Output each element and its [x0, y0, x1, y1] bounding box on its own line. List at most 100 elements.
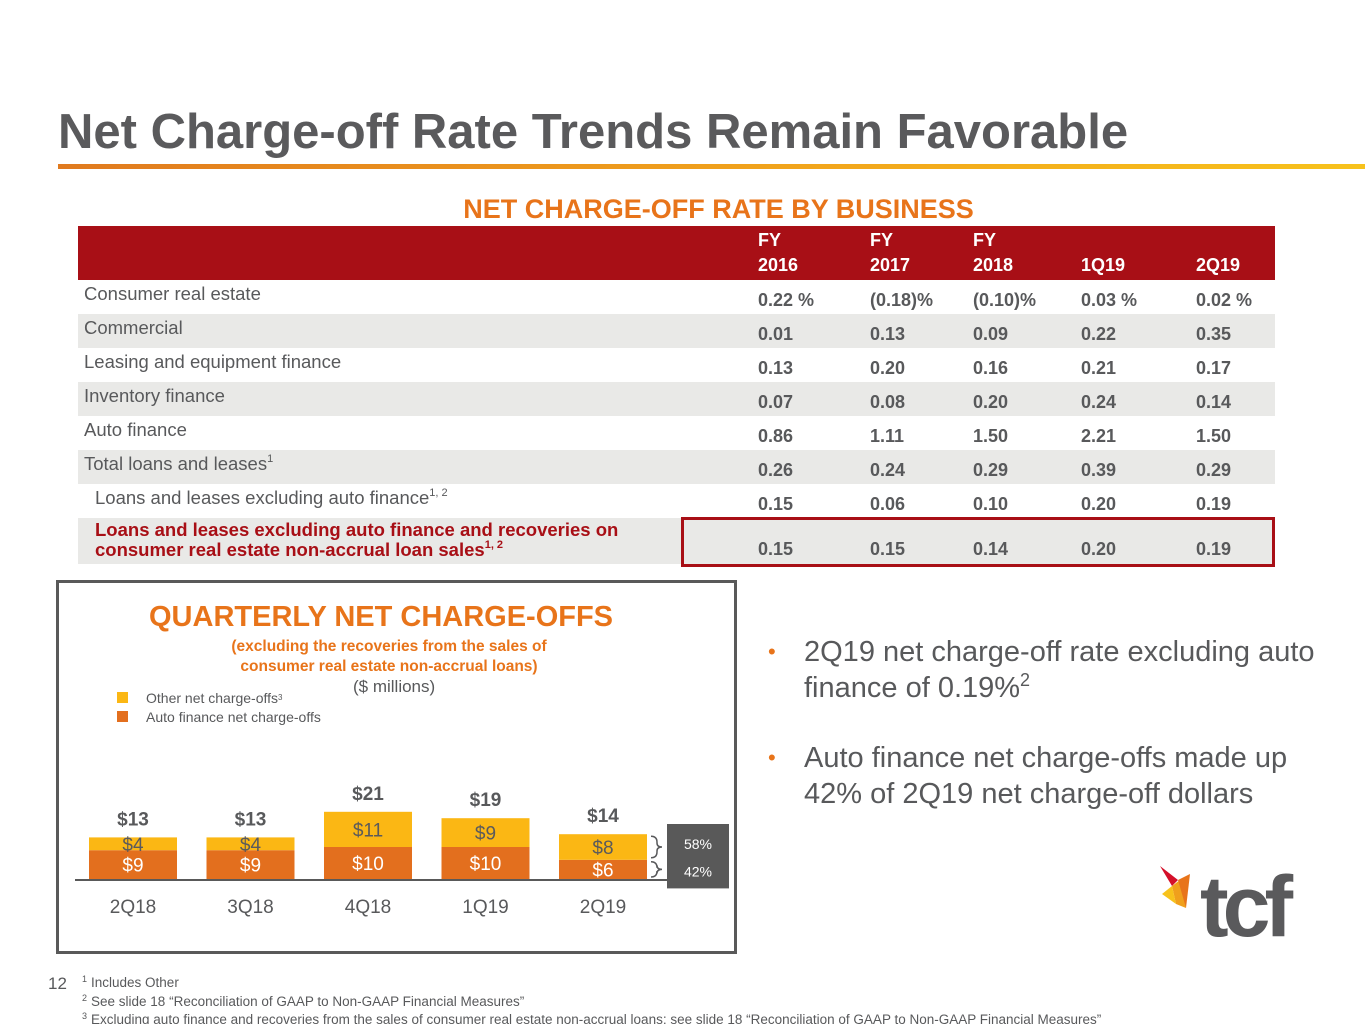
header-col-fy2018: FY 2018 — [973, 226, 1081, 280]
chart-title: QUARTERLY NET CHARGE-OFFS — [149, 601, 614, 633]
data-label-auto: $10 — [352, 854, 384, 875]
data-label-other: $4 — [122, 835, 144, 856]
data-label-other: $9 — [475, 824, 496, 845]
bullet-item: • Auto finance net charge-offs made up 4… — [768, 742, 1288, 810]
cell-value: 0.10 — [973, 494, 1009, 514]
row-label: Inventory finance — [78, 382, 758, 416]
cell-value: 0.14 — [1196, 382, 1275, 416]
legend-item-other: Other net charge-offs 3 — [117, 688, 321, 707]
cell-value: 0.35 — [1196, 314, 1275, 348]
tcf-logo: tcf — [1160, 860, 1299, 942]
x-tick-label: 2Q19 — [580, 897, 626, 918]
data-label-total: $13 — [235, 809, 267, 830]
bar-auto-2Q19 — [559, 859, 647, 879]
cell-value: 0.19 — [1196, 494, 1232, 514]
footnote: 2 See slide 18 “Reconciliation of GAAP to… — [82, 992, 525, 1009]
cell-value: 0.15 — [758, 518, 870, 564]
cell-value: 0.02 % — [1196, 290, 1253, 310]
cell-value: 0.22 % — [758, 290, 815, 310]
cell-value: 0.86 — [758, 426, 794, 446]
table-row: Consumer real estate 0.22 % (0.18)% (0.1… — [78, 280, 1275, 314]
cell-value: 0.20 — [1081, 494, 1117, 514]
bar-other-4Q18 — [324, 811, 412, 847]
bar-auto-2Q18 — [89, 850, 177, 879]
brace-other — [650, 835, 663, 859]
cell-value: 1.50 — [973, 426, 1009, 446]
cell-value: 0.15 — [758, 494, 794, 514]
bar-other-2Q18 — [89, 837, 177, 851]
cell-value: 1.11 — [870, 426, 905, 446]
row-label: Leasing and equipment finance — [84, 350, 342, 372]
bar-other-1Q19 — [441, 818, 530, 847]
footnote-ref: 1 — [267, 452, 274, 465]
row-label: Commercial — [78, 314, 758, 348]
data-label-total: $19 — [470, 790, 502, 811]
table-row: Inventory finance 0.07 0.08 0.20 0.24 0.… — [78, 382, 1275, 416]
cell-value: 0.07 — [758, 382, 870, 416]
cell-value: 0.15 — [870, 518, 973, 564]
bar-other-3Q18 — [206, 837, 295, 851]
quarterly-net-charge-offs-panel: QUARTERLY NET CHARGE-OFFS (excluding the… — [56, 580, 737, 954]
data-label-other: $11 — [353, 820, 383, 841]
table-row: Loans and leases excluding auto finance1… — [78, 484, 1275, 518]
bar-auto-1Q19 — [441, 847, 530, 879]
cell-value: 0.19 — [1196, 518, 1275, 564]
row-label: Consumer real estate — [84, 282, 261, 304]
key-points: • 2Q19 net charge-off rate excluding aut… — [768, 634, 1348, 846]
share-label-auto: 42% — [684, 863, 712, 879]
legend-swatch-other — [117, 692, 128, 703]
header-label-col — [78, 226, 758, 280]
cell-value: 0.20 — [870, 358, 906, 378]
cell-value: (0.18)% — [870, 290, 934, 310]
net-charge-off-rate-table: FY 2016 FY 2017 FY 2018 1Q19 2Q19 Consumer … — [78, 226, 1275, 564]
row-label: Total loans and leases1 — [78, 450, 758, 484]
cell-value: (0.10)% — [973, 290, 1037, 310]
stacked-bar-chart: $9$4$132Q18$9$4$133Q18$10$11$214Q18$10$9… — [75, 784, 729, 918]
highlight-row: Loans and leases excluding auto finance … — [78, 518, 1275, 564]
header-col-fy2016: FY 2016 — [758, 226, 870, 280]
header-col-fy2017: FY 2017 — [870, 226, 973, 280]
table-row: Total loans and leases1 0.26 0.24 0.29 0… — [78, 450, 1275, 484]
cell-value: 0.14 — [973, 518, 1081, 564]
table-header-row: FY 2016 FY 2017 FY 2018 1Q19 2Q19 — [78, 226, 1275, 280]
data-label-other: $4 — [240, 835, 262, 856]
cell-value: 0.20 — [973, 382, 1081, 416]
page-number: 12 — [48, 974, 67, 993]
data-label-auto: $9 — [240, 856, 261, 877]
cell-value: 0.24 — [870, 450, 973, 484]
chart-legend: Other net charge-offs 3 Auto finance net … — [117, 688, 321, 726]
highlight-row-label: Loans and leases excluding auto finance … — [78, 518, 758, 564]
data-label-total: $21 — [352, 784, 384, 805]
cell-value: 0.08 — [870, 382, 973, 416]
footnote: 1 Includes Other — [82, 974, 179, 990]
x-tick-label: 4Q18 — [345, 897, 391, 918]
x-tick-label: 2Q18 — [110, 897, 156, 918]
x-tick-label: 3Q18 — [227, 897, 273, 918]
chart-subtitle: (excluding the recoveries from the sales… — [231, 638, 547, 675]
chart-units: ($ millions) — [353, 677, 436, 696]
table-row: Commercial 0.01 0.13 0.09 0.22 0.35 — [78, 314, 1275, 348]
footnote: 3 Excluding auto finance and recoveries f… — [82, 1011, 1102, 1024]
cell-value: 0.17 — [1196, 358, 1232, 378]
bullet-dot-icon: • — [768, 639, 776, 664]
legend-swatch-auto — [117, 711, 128, 722]
header-col-2q19: 2Q19 — [1196, 226, 1275, 280]
cell-value: 0.13 — [758, 358, 794, 378]
highlight-outline — [681, 517, 1275, 567]
bar-other-2Q19 — [559, 834, 647, 860]
row-label: Auto finance — [84, 418, 187, 440]
table-heading: NET CHARGE-OFF RATE BY BUSINESS — [463, 194, 974, 224]
table-row: Leasing and equipment finance 0.13 0.20 … — [78, 348, 1275, 382]
logo-mark-icon — [1160, 866, 1178, 886]
cell-value: 0.29 — [973, 450, 1081, 484]
bar-auto-4Q18 — [324, 847, 412, 879]
bullet-dot-icon: • — [768, 745, 776, 770]
cell-value: 0.39 — [1081, 450, 1196, 484]
data-label-total: $14 — [587, 806, 619, 827]
cell-value: 0.24 — [1081, 382, 1196, 416]
cell-value: 0.16 — [973, 358, 1009, 378]
slide-title: Net Charge-off Rate Trends Remain Favora… — [58, 105, 1129, 159]
footnote-ref: 1, 2 — [484, 539, 504, 551]
footnotes: 1 Includes Other 2 See slide 18 “Reconcili… — [82, 972, 1101, 1024]
cell-value: 0.06 — [870, 494, 906, 514]
